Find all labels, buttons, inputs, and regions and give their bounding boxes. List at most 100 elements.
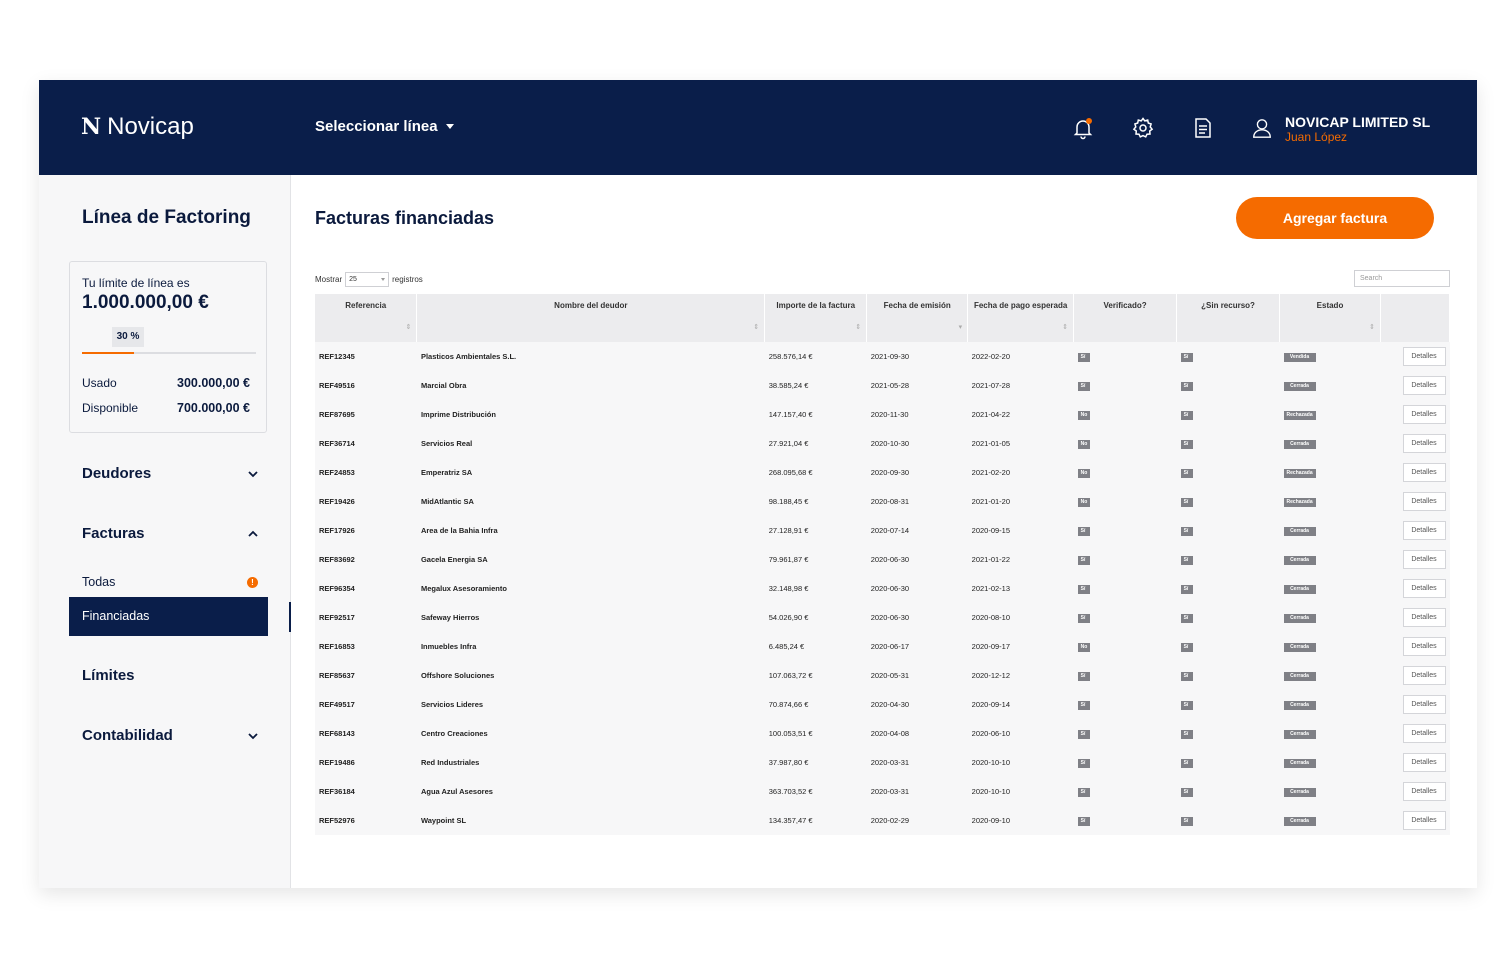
cell-sin-recurso: Sí: [1177, 458, 1280, 487]
cell-verificado: No: [1074, 487, 1177, 516]
details-button[interactable]: Detalles: [1402, 637, 1446, 656]
cell-deudor: Plasticos Ambientales S.L.: [420, 352, 517, 361]
details-button[interactable]: Detalles: [1402, 492, 1446, 511]
sidebar-item-label: Contabilidad: [82, 727, 173, 744]
cell-verificado: Sí: [1074, 603, 1177, 632]
add-invoice-button[interactable]: Agregar factura: [1236, 197, 1434, 239]
cell-sin-recurso: Sí: [1177, 719, 1280, 748]
cell-sin-recurso: Sí: [1177, 632, 1280, 661]
document-icon[interactable]: [1191, 116, 1215, 140]
cell-actions: Detalles: [1380, 487, 1449, 516]
cell-fecha-emision: 2021-05-28: [870, 381, 910, 390]
details-button[interactable]: Detalles: [1402, 608, 1446, 627]
details-button[interactable]: Detalles: [1402, 463, 1446, 482]
cell-fecha-emision: 2021-09-30: [870, 352, 910, 361]
available-label: Disponible: [82, 401, 139, 415]
cell-deudor: Servicios Lideres: [420, 700, 484, 709]
column-header-verificado[interactable]: Verificado?: [1073, 294, 1178, 342]
details-button[interactable]: Detalles: [1402, 753, 1446, 772]
cell-referencia: REF19426: [319, 497, 355, 506]
details-button[interactable]: Detalles: [1402, 782, 1446, 801]
cell-fecha-pago: 2022-02-20: [971, 352, 1011, 361]
cell-verificado: Sí: [1074, 806, 1177, 835]
table-row: REF92517 Safeway Hierros 54.026,90 € 2020-0…: [315, 603, 1450, 632]
details-button[interactable]: Detalles: [1402, 724, 1446, 743]
details-button[interactable]: Detalles: [1402, 695, 1446, 714]
cell-estado: Cerrada: [1280, 748, 1381, 777]
column-header-importe[interactable]: Importe de la factura ⇕: [764, 294, 868, 342]
table-header-row: Referencia ⇕ Nombre del deudor ⇕ Importe d…: [315, 294, 1451, 342]
status-badge: Cerrada: [1283, 817, 1316, 826]
details-button[interactable]: Detalles: [1402, 347, 1446, 366]
gear-icon[interactable]: [1131, 116, 1155, 140]
cell-fecha-pago: 2021-02-20: [971, 468, 1011, 477]
sidebar: Línea de Factoring Tu límite de línea es…: [39, 175, 291, 888]
user-icon: [1253, 119, 1271, 138]
cell-actions: Detalles: [1380, 342, 1449, 371]
cell-importe: 147.157,40 €: [768, 410, 813, 419]
yes-no-badge: Sí: [1077, 701, 1090, 710]
status-badge: Rechazada: [1283, 498, 1316, 507]
status-badge: Rechazada: [1283, 411, 1316, 420]
column-header-estado[interactable]: Estado ⇕: [1279, 294, 1381, 342]
cell-verificado: Sí: [1074, 371, 1177, 400]
details-button[interactable]: Detalles: [1402, 434, 1446, 453]
cell-verificado: Sí: [1074, 690, 1177, 719]
cell-importe: 38.585,24 €: [768, 381, 809, 390]
column-header-deudor[interactable]: Nombre del deudor ⇕: [416, 294, 766, 342]
cell-deudor: Waypoint SL: [420, 816, 467, 825]
column-header-emision[interactable]: Fecha de emisión ▾: [866, 294, 969, 342]
cell-verificado: No: [1074, 632, 1177, 661]
status-badge: Cerrada: [1283, 614, 1316, 623]
page-length-control: Mostrar 25 registros: [315, 272, 423, 287]
chevron-down-icon: [248, 470, 258, 477]
sidebar-item-label: Facturas: [82, 525, 145, 542]
invoices-table: Referencia ⇕ Nombre del deudor ⇕ Importe d…: [315, 294, 1451, 835]
search-input[interactable]: Search: [1354, 270, 1450, 287]
cell-sin-recurso: Sí: [1177, 342, 1280, 371]
sidebar-subitem-financiadas[interactable]: Financiadas: [69, 597, 268, 636]
details-button[interactable]: Detalles: [1402, 405, 1446, 424]
cell-importe: 98.188,45 €: [768, 497, 809, 506]
bell-icon[interactable]: [1071, 116, 1095, 140]
cell-fecha-emision: 2020-06-30: [870, 613, 910, 622]
line-selector-dropdown[interactable]: Seleccionar línea: [315, 118, 454, 135]
usage-progress-fill: [82, 352, 135, 354]
sidebar-item-deudores[interactable]: Deudores: [82, 465, 258, 482]
page-length-select[interactable]: 25: [345, 272, 390, 287]
details-button[interactable]: Detalles: [1402, 521, 1446, 540]
column-header-recurso[interactable]: ¿Sin recurso?: [1176, 294, 1281, 342]
yes-no-badge: Sí: [1077, 759, 1090, 768]
cell-importe: 100.053,51 €: [768, 729, 813, 738]
sidebar-subitem-todas[interactable]: Todas !: [82, 575, 258, 589]
details-button[interactable]: Detalles: [1402, 376, 1446, 395]
table-row: REF49516 Marcial Obra 38.585,24 € 2021-05-2…: [315, 371, 1450, 400]
details-button[interactable]: Detalles: [1402, 811, 1446, 830]
cell-fecha-emision: 2020-04-30: [870, 700, 910, 709]
user-menu[interactable]: NOVICAP LIMITED SL Juan López: [1251, 114, 1430, 144]
status-badge: Cerrada: [1283, 788, 1316, 797]
sidebar-item-facturas[interactable]: Facturas: [82, 525, 258, 542]
table-row: REF83692 Gacela Energia SA 79.961,87 € 2020…: [315, 545, 1450, 574]
details-button[interactable]: Detalles: [1402, 550, 1446, 569]
column-header-referencia[interactable]: Referencia ⇕: [315, 294, 418, 342]
cell-estado: Cerrada: [1280, 661, 1381, 690]
cell-referencia: REF49516: [319, 381, 355, 390]
sidebar-item-contabilidad[interactable]: Contabilidad: [82, 727, 258, 744]
details-button[interactable]: Detalles: [1402, 666, 1446, 685]
novicap-logo[interactable]: N Novicap: [81, 112, 194, 142]
yes-no-badge: Sí: [1077, 788, 1090, 797]
column-header-pago[interactable]: Fecha de pago esperada ⇕: [967, 294, 1075, 342]
yes-no-badge: Sí: [1180, 382, 1193, 391]
sidebar-title: Línea de Factoring: [82, 207, 251, 228]
cell-actions: Detalles: [1380, 458, 1449, 487]
cell-actions: Detalles: [1380, 574, 1449, 603]
details-button[interactable]: Detalles: [1402, 579, 1446, 598]
cell-verificado: Sí: [1074, 748, 1177, 777]
active-item-marker: [289, 602, 291, 632]
cell-referencia: REF16853: [319, 642, 355, 651]
cell-fecha-pago: 2021-04-22: [971, 410, 1011, 419]
cell-sin-recurso: Sí: [1177, 400, 1280, 429]
sidebar-item-limites[interactable]: Límites: [82, 667, 258, 684]
cell-importe: 79.961,87 €: [768, 555, 809, 564]
